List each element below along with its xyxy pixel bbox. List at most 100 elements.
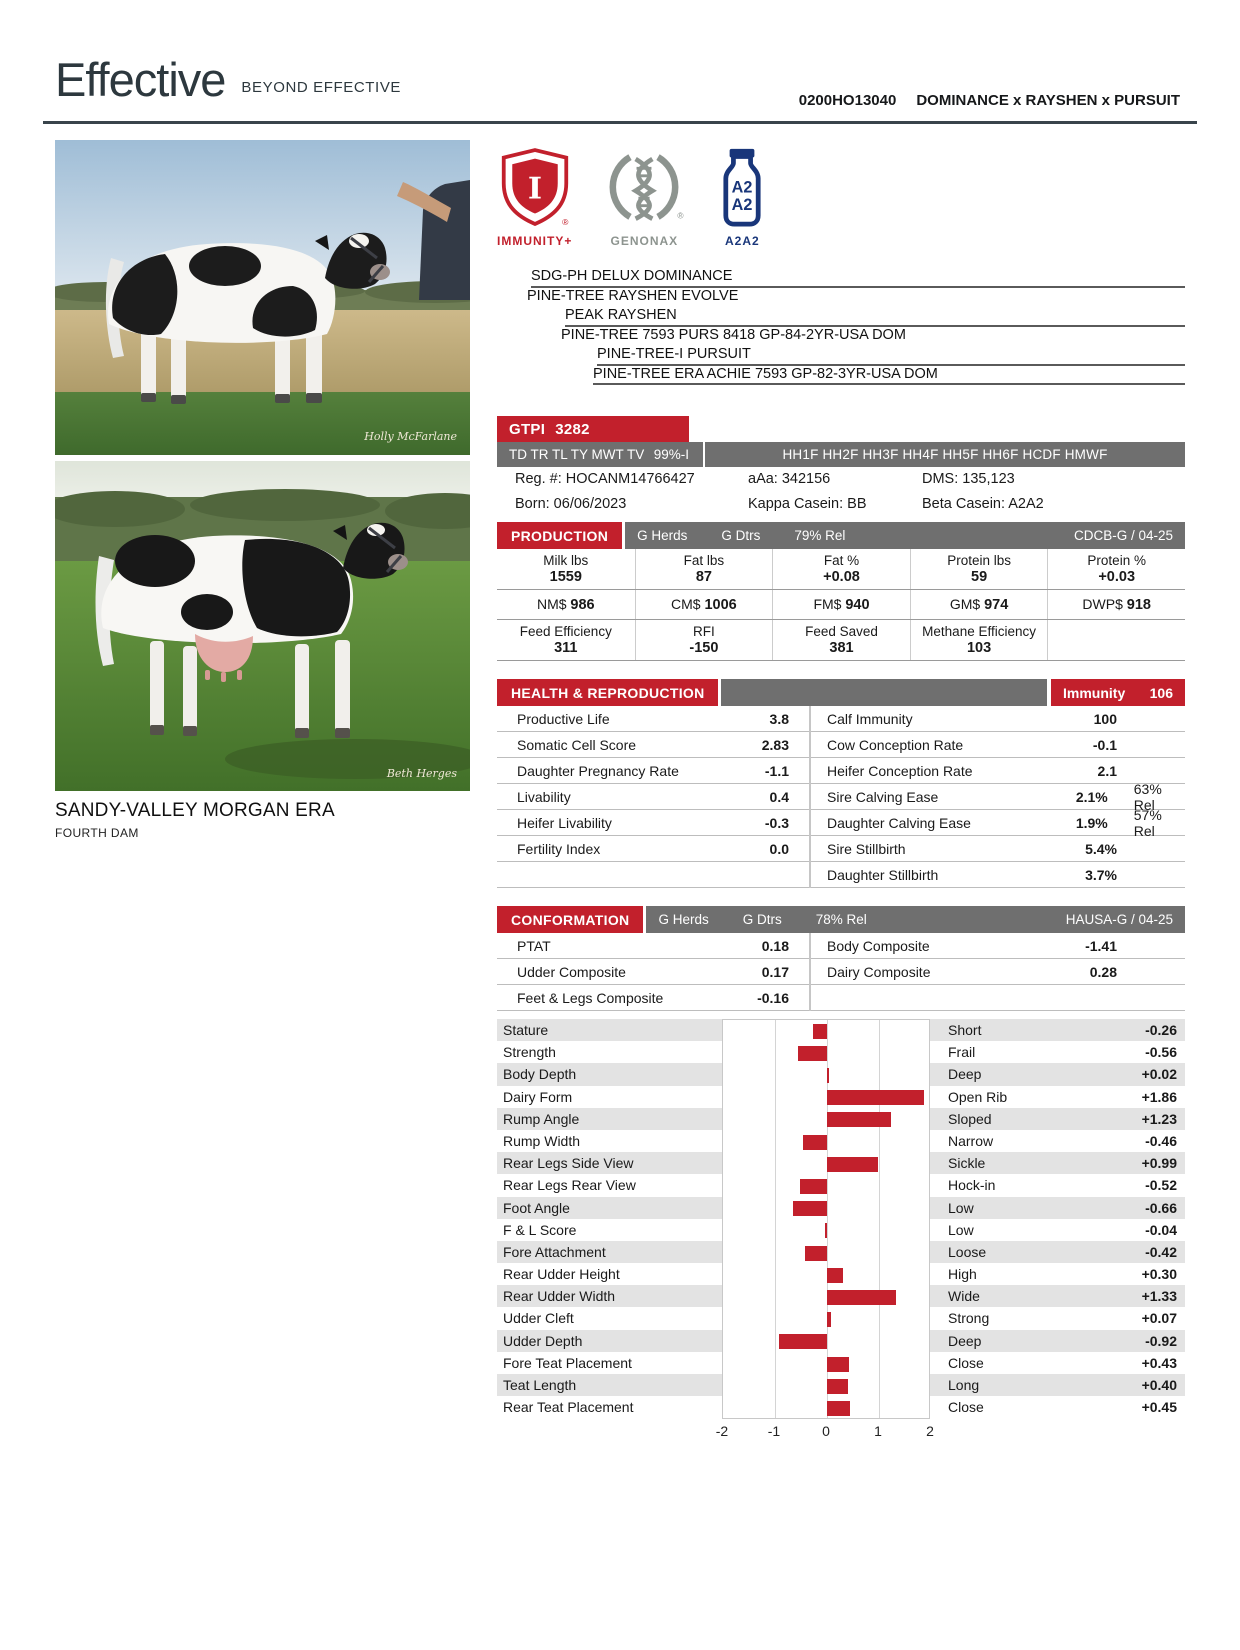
methane-cell: Methane Efficiency 103 xyxy=(909,620,1048,660)
health-row-empty xyxy=(497,862,809,888)
haplotypes: HH1F HH2F HH3F HH4F HH5F HH6F HCDF HMWF xyxy=(782,447,1108,462)
trait-bar xyxy=(827,1290,897,1305)
axis-tick: 2 xyxy=(926,1423,934,1439)
beta-casein: Beta Casein: A2A2 xyxy=(922,496,1044,512)
production-table: Milk lbs 1559 Fat lbs 87 Fat % +0.08 Protei… xyxy=(497,549,1185,661)
linear-trait-row: Dairy Form Open Rib +1.86 xyxy=(503,1088,1177,1105)
trait-bar xyxy=(827,1156,879,1172)
genomic-rel: 99%-I xyxy=(653,447,689,462)
badge-genonax: ® GENONAX xyxy=(602,147,686,248)
pedigree-row: PINE-TREE 7593 PURS 8418 GP-84-2YR-USA D… xyxy=(561,326,906,343)
linear-trait-row: Rear Teat Placement Close +0.45 xyxy=(503,1399,1177,1416)
badge-immunity: I ® IMMUNITY+ xyxy=(497,147,572,248)
sire-stack: DOMINANCE x RAYSHEN x PURSUIT xyxy=(916,92,1180,109)
reg-number: Reg. #: HOCANM14766427 xyxy=(515,471,695,487)
pedigree-sire: SDG-PH DELUX DOMINANCE xyxy=(531,268,1185,288)
photo-credit: Holly McFarlane xyxy=(363,430,457,443)
health-row: Daughter Calving Ease 1.9% 57% Rel xyxy=(811,807,1185,839)
trait-bar xyxy=(805,1245,827,1261)
svg-text:®: ® xyxy=(562,217,569,227)
eval-source: CDCB-G / 04-25 xyxy=(1073,528,1173,543)
trait-bar xyxy=(827,1267,843,1283)
genomic-traits: TD TR TL TY MWT TV xyxy=(509,447,645,462)
protein-cell: Protein lbs 59 xyxy=(909,549,1048,589)
health-table: Productive Life 3.8 Somatic Cell Score 2.8… xyxy=(497,706,1185,888)
health-row: Heifer Conception Rate 2.1 xyxy=(811,758,1185,784)
axis-tick: 0 xyxy=(822,1423,830,1439)
sire-photo: Holly McFarlane xyxy=(55,140,470,455)
trait-bar xyxy=(813,1023,827,1039)
a2a2-label: A2A2 xyxy=(725,234,760,248)
eval-source: HAUSA-G / 04-25 xyxy=(1065,912,1173,927)
health-title: HEALTH & REPRODUCTION xyxy=(497,679,719,706)
trait-bar xyxy=(824,1223,827,1239)
g-dtrs: G Dtrs xyxy=(721,528,761,543)
brand-block: Effective BEYOND EFFECTIVE xyxy=(55,56,401,103)
photo-column: Holly McFarlane xyxy=(55,140,470,840)
gtpi-label: GTPI xyxy=(509,420,546,438)
badge-row: I ® IMMUNITY+ ® GENONAX xyxy=(497,148,1185,248)
health-spacer xyxy=(721,679,1047,706)
production-row: Milk lbs 1559 Fat lbs 87 Fat % +0.08 Protei… xyxy=(497,549,1185,589)
svg-text:I: I xyxy=(528,171,542,206)
conformation-row: Udder Composite 0.17 xyxy=(497,959,809,985)
production-row: Feed Efficiency 311 RFI -150 Feed Saved 381… xyxy=(497,619,1185,660)
feed-saved-cell: Feed Saved 381 xyxy=(772,620,910,660)
genomic-traits-cell: TD TR TL TY MWT TV 99%-I xyxy=(497,442,705,467)
dam-relation: FOURTH DAM xyxy=(55,826,139,840)
trait-bar xyxy=(792,1201,827,1217)
protein-pct-cell: Protein % +0.03 xyxy=(1047,549,1185,589)
brand-tagline: BEYOND EFFECTIVE xyxy=(241,79,402,96)
header-codes: 0200HO13040 DOMINANCE x RAYSHEN x PURSUI… xyxy=(799,92,1180,109)
dam-photo: Beth Herges xyxy=(55,461,470,791)
udder xyxy=(195,634,253,682)
birth-date: Born: 06/06/2023 xyxy=(515,496,627,512)
svg-text:A2: A2 xyxy=(732,179,753,197)
identity-block: Reg. #: HOCANM14766427 aAa: 342156 DMS: … xyxy=(497,467,1185,517)
health-row: Heifer Livability -0.3 xyxy=(497,810,809,836)
conformation-title: CONFORMATION xyxy=(497,906,644,933)
nm-cell: NM$ 986 xyxy=(536,596,595,613)
genonax-dna-icon: ® xyxy=(609,154,685,221)
pedigree-row: PINE-TREE ERA ACHIE 7593 GP-82-3YR-USA D… xyxy=(593,366,1185,385)
health-right-column: Calf Immunity 100 Cow Conception Rate -0.1… xyxy=(811,706,1185,888)
data-column: I ® IMMUNITY+ ® GENONAX xyxy=(497,148,1185,1441)
g-herds: G Herds xyxy=(658,912,709,927)
genonax-label: GENONAX xyxy=(610,234,679,248)
health-row: Daughter Pregnancy Rate -1.1 xyxy=(497,758,809,784)
axis-tick: 1 xyxy=(874,1423,882,1439)
kappa-casein: Kappa Casein: BB xyxy=(748,496,867,512)
axis-tick: -2 xyxy=(715,1423,729,1439)
conformation-row: Dairy Composite 0.28 xyxy=(811,959,1185,985)
fat-pct-cell: Fat % +0.08 xyxy=(772,549,910,589)
g-dtrs: G Dtrs xyxy=(742,912,782,927)
badge-a2a2: A2 A2 A2A2 xyxy=(716,147,768,248)
trait-bar xyxy=(799,1179,827,1194)
dam-figure xyxy=(95,522,408,738)
conformation-row-empty xyxy=(811,985,1185,1011)
conformation-row: Feet & Legs Composite -0.16 xyxy=(497,985,809,1011)
conformation-meta: G Herds G Dtrs 78% Rel HAUSA-G / 04-25 xyxy=(646,906,1185,933)
fm-cell: FM$ 940 xyxy=(772,590,910,619)
trait-bar xyxy=(827,1312,831,1328)
production-title: PRODUCTION xyxy=(497,522,623,549)
linear-chart-plot xyxy=(722,1019,930,1419)
empty-cell xyxy=(1047,620,1185,660)
dwp-cell: DWP$ 918 xyxy=(1047,590,1185,619)
cm-cell: CM$ 1006 xyxy=(634,590,773,619)
fat-cell: Fat lbs 87 xyxy=(634,549,773,589)
health-row: Fertility Index 0.0 xyxy=(497,836,809,862)
production-meta: G Herds G Dtrs 79% Rel CDCB-G / 04-25 xyxy=(625,522,1185,549)
health-row: Sire Calving Ease 2.1% 63% Rel xyxy=(811,781,1185,813)
health-row: Cow Conception Rate -0.1 xyxy=(811,732,1185,758)
trait-bar xyxy=(827,1090,924,1106)
conformation-left-column: PTAT 0.18 Udder Composite 0.17 Feet & Legs… xyxy=(497,933,811,1011)
trait-bar xyxy=(827,1401,851,1416)
immunity-banner: Immunity 106 xyxy=(1051,679,1185,706)
health-row: Somatic Cell Score 2.83 xyxy=(497,732,809,758)
health-left-column: Productive Life 3.8 Somatic Cell Score 2.8… xyxy=(497,706,811,888)
aaa-code: aAa: 342156 xyxy=(748,471,831,487)
production-row: NM$ 986 CM$ 1006 FM$ 940 GM$ 974 DWP$ 91… xyxy=(497,589,1185,619)
svg-text:A2: A2 xyxy=(732,196,753,214)
health-header: HEALTH & REPRODUCTION Immunity 106 xyxy=(497,679,1185,706)
